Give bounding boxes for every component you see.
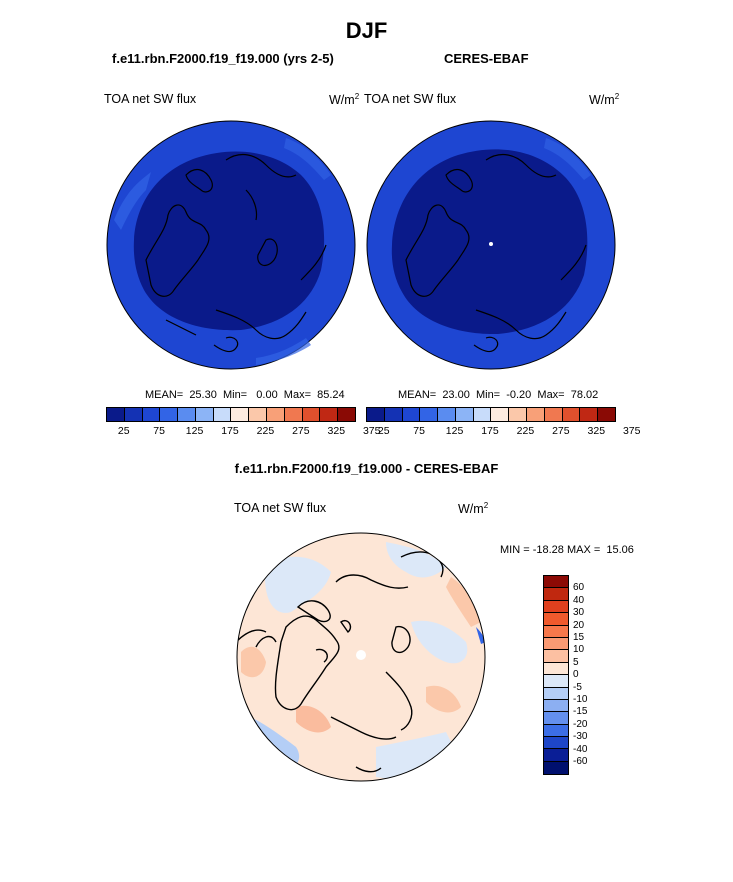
colorbar-label: -10 — [573, 694, 588, 705]
colorbar-label: 30 — [573, 607, 585, 619]
colorbar-swatch — [544, 576, 568, 589]
diff-var-label: TOA net SW flux — [234, 501, 327, 515]
colorbar-swatch — [438, 408, 456, 421]
colorbar-swatch — [544, 699, 568, 713]
page-title: DJF — [345, 18, 388, 43]
left-colorbar — [106, 407, 356, 422]
colorbar-swatch — [284, 408, 303, 421]
right-stats: MEAN= 23.00 Min= -0.20 Max= 78.02 — [398, 389, 599, 401]
colorbar-swatch — [544, 600, 568, 614]
colorbar-swatch — [367, 408, 385, 421]
colorbar-swatch — [544, 687, 568, 700]
left-case-title: f.e11.rbn.F2000.f19_f19.000 (yrs 2-5) — [112, 51, 334, 66]
colorbar-label: -5 — [573, 681, 582, 693]
colorbar-swatch — [124, 408, 143, 421]
colorbar-tick-label: 275 — [552, 425, 570, 437]
colorbar-tick-label: 275 — [292, 425, 310, 437]
right-case-title: CERES-EBAF — [444, 51, 529, 66]
colorbar-label: 20 — [573, 619, 585, 631]
colorbar-swatch — [544, 675, 568, 688]
colorbar-tick-label: 225 — [256, 425, 275, 437]
colorbar-swatch — [455, 408, 474, 421]
colorbar-swatch — [491, 408, 510, 421]
colorbar-label: 5 — [573, 656, 579, 668]
colorbar-tick-label: 25 — [117, 425, 130, 437]
right-var-label: TOA net SW flux — [364, 92, 457, 106]
colorbar-tick-label: 75 — [413, 425, 425, 437]
colorbar-swatch — [231, 408, 250, 421]
colorbar-swatch — [267, 408, 285, 421]
colorbar-swatch — [544, 613, 568, 626]
right-units-label: W/m2 — [589, 92, 620, 108]
colorbar-swatch — [473, 408, 492, 421]
colorbar-swatch — [195, 408, 214, 421]
colorbar-swatch — [544, 588, 568, 601]
colorbar-swatch — [384, 408, 403, 421]
colorbar-tick-label: 75 — [153, 425, 165, 437]
colorbar-label: 40 — [573, 594, 585, 606]
colorbar-tick-label: 325 — [587, 425, 606, 437]
colorbar-swatch — [142, 408, 161, 421]
colorbar-label: -60 — [573, 756, 588, 767]
colorbar-swatch — [544, 408, 563, 421]
colorbar-swatch — [544, 650, 568, 663]
colorbar-swatch — [160, 408, 179, 421]
colorbar-label: 0 — [573, 669, 579, 681]
colorbar-swatch — [562, 408, 581, 421]
colorbar-swatch — [213, 408, 232, 421]
colorbar-tick-label: 125 — [445, 425, 464, 437]
colorbar-tick-label: 25 — [377, 425, 390, 437]
colorbar-swatch — [107, 408, 125, 421]
colorbar-swatch — [249, 408, 268, 421]
colorbar-tick-label: 375 — [362, 425, 381, 437]
colorbar-swatch — [544, 625, 568, 638]
colorbar-label: -40 — [573, 743, 588, 755]
colorbar-label: 60 — [573, 582, 585, 594]
colorbar-swatch — [527, 408, 545, 421]
colorbar-label: -20 — [573, 718, 588, 730]
colorbar-swatch — [402, 408, 421, 421]
colorbar-swatch — [178, 408, 196, 421]
colorbar-tick-label: 175 — [481, 425, 499, 437]
colorbar-swatch — [580, 408, 599, 421]
colorbar-swatch — [338, 408, 355, 421]
colorbar-swatch — [302, 408, 321, 421]
colorbar-label: -15 — [573, 706, 588, 718]
colorbar-label: 10 — [573, 644, 585, 656]
colorbar-swatch — [598, 408, 615, 421]
colorbar-label: 15 — [573, 632, 585, 643]
colorbar-tick-label: 225 — [516, 425, 535, 437]
diff-minmax: MIN = -18.28 MAX = 15.06 — [500, 544, 634, 556]
colorbar-tick-label: 125 — [185, 425, 204, 437]
right-polar-map — [366, 120, 616, 370]
colorbar-tick-label: 325 — [327, 425, 346, 437]
colorbar-swatch — [544, 724, 568, 738]
colorbar-swatch — [509, 408, 528, 421]
diff-polar-map — [236, 532, 486, 782]
colorbar-label: -30 — [573, 731, 588, 743]
colorbar-tick-label: 375 — [622, 425, 641, 437]
left-polar-map — [106, 120, 356, 370]
colorbar-swatch — [544, 637, 568, 651]
colorbar-swatch — [544, 761, 568, 775]
right-colorbar — [366, 407, 616, 422]
colorbar-swatch — [544, 662, 568, 676]
diff-colorbar — [543, 575, 569, 776]
colorbar-swatch — [544, 712, 568, 725]
left-var-label: TOA net SW flux — [104, 92, 197, 106]
colorbar-swatch — [420, 408, 439, 421]
colorbar-swatch — [544, 749, 568, 762]
colorbar-swatch — [544, 737, 568, 750]
colorbar-tick-label: 175 — [221, 425, 239, 437]
diff-units-label: W/m2 — [458, 501, 489, 517]
left-stats: MEAN= 25.30 Min= 0.00 Max= 85.24 — [145, 389, 345, 401]
diff-title: f.e11.rbn.F2000.f19_f19.000 - CERES-EBAF — [234, 461, 499, 476]
colorbar-swatch — [320, 408, 339, 421]
left-units-label: W/m2 — [329, 92, 360, 108]
